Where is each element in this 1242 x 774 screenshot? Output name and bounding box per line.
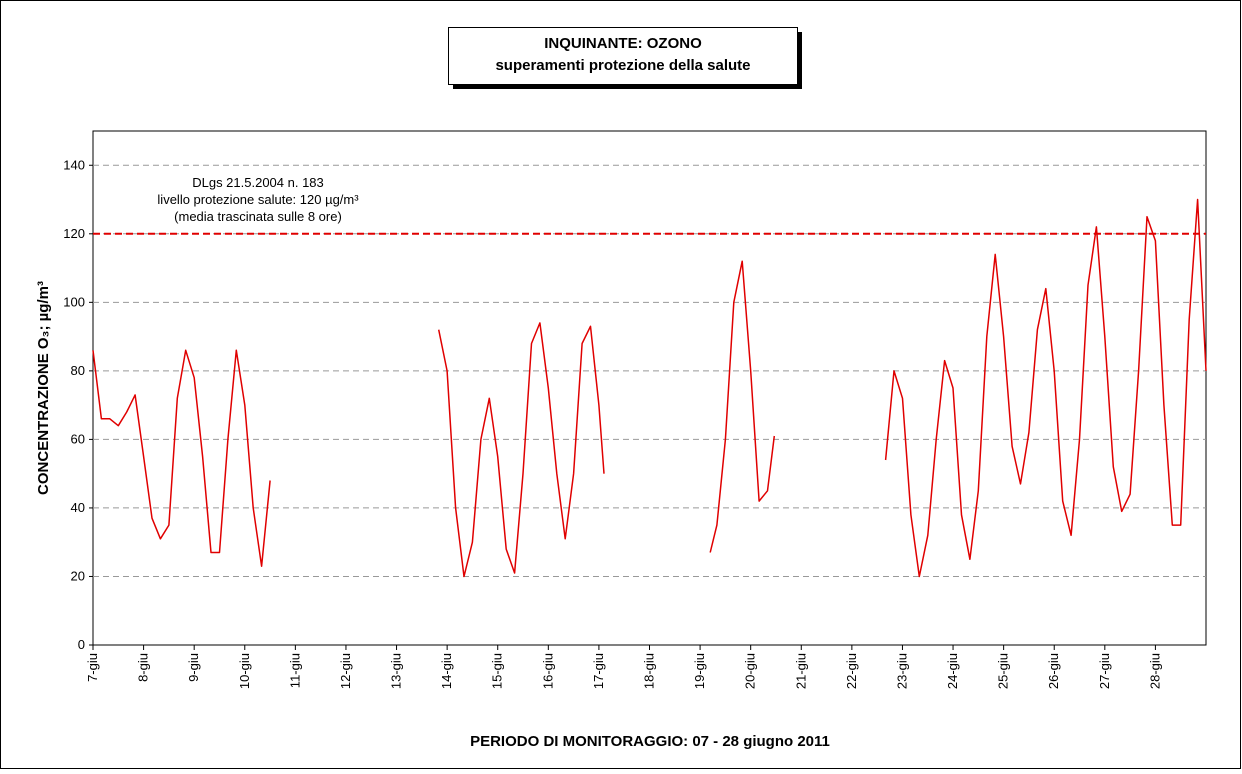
- data-line: [92, 198, 1207, 578]
- x-tick-label: 26-giu: [1046, 653, 1061, 689]
- x-tick-label: 23-giu: [894, 653, 909, 689]
- x-tick-label: 19-giu: [692, 653, 707, 689]
- x-tick-label: 15-giu: [490, 653, 505, 689]
- x-tick-label: 8-giu: [136, 653, 151, 682]
- x-tick-label: 22-giu: [844, 653, 859, 689]
- x-tick-label: 25-giu: [996, 653, 1011, 689]
- title-box: [448, 27, 798, 85]
- x-tick-label: 12-giu: [338, 653, 353, 689]
- x-tick-label: 21-giu: [793, 653, 808, 689]
- x-axis-label: PERIODO DI MONITORAGGIO: 07 - 28 giugno …: [470, 733, 830, 750]
- x-tick-label: 18-giu: [642, 653, 657, 689]
- annotation: (media trascinata sulle 8 ore): [174, 209, 342, 224]
- x-tick-label: 20-giu: [743, 653, 758, 689]
- x-tick-label: 27-giu: [1097, 653, 1112, 689]
- y-tick-label: 60: [71, 431, 85, 446]
- x-tick-label: 24-giu: [945, 653, 960, 689]
- y-tick-label: 140: [63, 157, 85, 172]
- x-tick-label: 10-giu: [237, 653, 252, 689]
- x-tick-label: 28-giu: [1147, 653, 1162, 689]
- y-tick-label: 100: [63, 294, 85, 309]
- y-tick-label: 0: [78, 637, 85, 652]
- x-tick-label: 9-giu: [186, 653, 201, 682]
- y-tick-label: 40: [71, 500, 85, 515]
- plot-area: [92, 130, 1207, 646]
- x-tick-label: 14-giu: [439, 653, 454, 689]
- x-tick-label: 7-giu: [85, 653, 100, 682]
- x-tick-label: 16-giu: [540, 653, 555, 689]
- y-tick-label: 120: [63, 226, 85, 241]
- annotation: DLgs 21.5.2004 n. 183: [192, 175, 324, 190]
- chart-subtitle: superamenti protezione della salute: [495, 57, 750, 74]
- x-tick-label: 11-giu: [287, 653, 302, 688]
- y-axis-label: CONCENTRAZIONE O₃; µg/m³: [35, 281, 52, 495]
- y-tick-label: 20: [71, 568, 85, 583]
- chart-title: INQUINANTE: OZONO: [544, 35, 702, 52]
- annotation: livello protezione salute: 120 µg/m³: [157, 192, 359, 207]
- x-tick-label: 13-giu: [389, 653, 404, 689]
- x-tick-label: 17-giu: [591, 653, 606, 689]
- y-tick-label: 80: [71, 363, 85, 378]
